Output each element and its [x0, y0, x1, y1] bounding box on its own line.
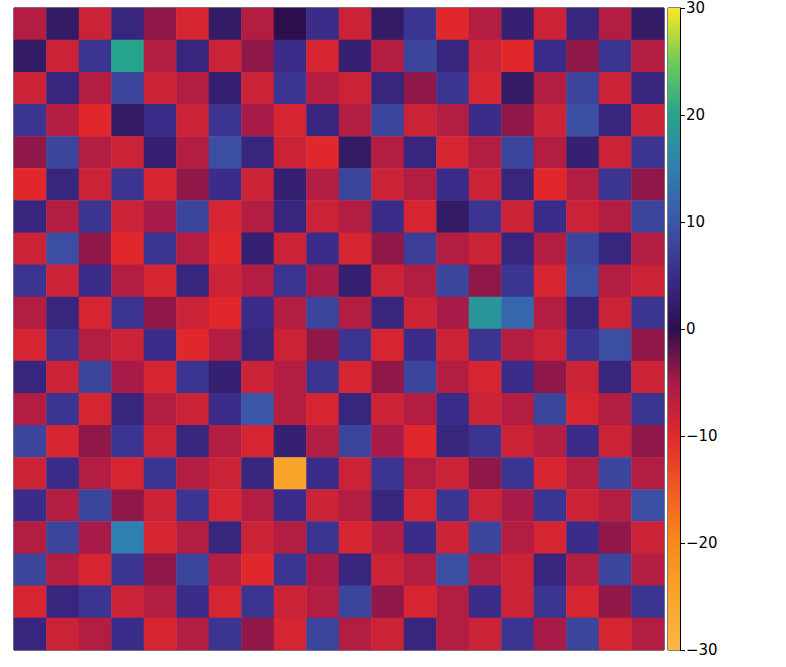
svg-text:30: 30	[686, 0, 705, 17]
svg-text:−20: −20	[686, 534, 718, 552]
svg-text:20: 20	[686, 106, 705, 124]
svg-text:10: 10	[686, 213, 705, 231]
svg-text:0: 0	[686, 320, 696, 338]
svg-text:−10: −10	[686, 427, 718, 445]
svg-text:−30: −30	[686, 641, 718, 659]
